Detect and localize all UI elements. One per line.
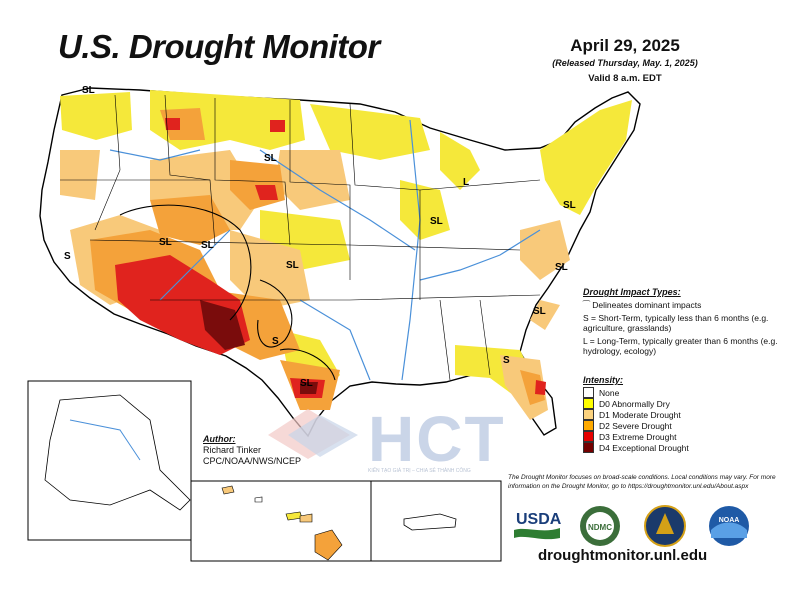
legend-swatch (583, 409, 594, 420)
alaska-inset (27, 380, 192, 541)
impact-heading: Drought Impact Types: (583, 287, 681, 297)
puerto-rico-inset (370, 480, 502, 562)
release-date: (Released Thursday, May. 1, 2025) (552, 58, 698, 68)
map-label: SL (533, 306, 546, 317)
svg-text:NOAA: NOAA (719, 517, 740, 524)
svg-text:NDMC: NDMC (588, 523, 612, 532)
ndmc-logo: NDMC (580, 506, 620, 546)
valid-time: Valid 8 a.m. EDT (588, 73, 662, 84)
impact-line-icon: ⁀ (583, 300, 590, 310)
hct-watermark-icon (268, 409, 358, 459)
author-name: Richard Tinker (203, 445, 262, 455)
impact-l-desc: L = Long-Term, typically greater than 6 … (583, 336, 778, 356)
map-label: S (272, 336, 279, 347)
author-heading: Author: (203, 434, 236, 444)
impact-s-desc: S = Short-Term, typically less than 6 mo… (583, 313, 769, 333)
map-label: L (463, 177, 469, 188)
legend-swatch (583, 387, 594, 398)
legend-label: None (599, 387, 620, 398)
impact-line-desc: Delineates dominant impacts (592, 300, 702, 310)
hct-watermark-tagline: KIẾN TẠO GIÁ TRỊ – CHIA SẺ THÀNH CÔNG (368, 468, 471, 474)
intensity-legend: Intensity: None D0 Abnormally Dry D1 Mod… (583, 375, 783, 453)
legend-item: D2 Severe Drought (583, 420, 783, 431)
map-label: S (64, 251, 71, 262)
impact-line-row: ⁀ Delineates dominant impacts (583, 300, 783, 310)
disclaimer-note: The Drought Monitor focuses on broad-sca… (508, 474, 776, 490)
legend-label: D0 Abnormally Dry (599, 398, 670, 409)
hawaii-inset (190, 480, 372, 562)
rivers (109, 119, 541, 381)
map-label: SL (264, 153, 277, 164)
legend-item: D0 Abnormally Dry (583, 398, 783, 409)
d4-areas (200, 300, 318, 394)
map-label: SL (286, 260, 299, 271)
noaa-logo: NOAA (709, 506, 749, 546)
legend-swatch (583, 420, 594, 431)
map-label: SL (159, 237, 172, 248)
legend-item: D1 Moderate Drought (583, 409, 783, 420)
author-org: CPC/NOAA/NWS/NCEP (203, 456, 302, 466)
website-url[interactable]: droughtmonitor.unl.edu (538, 547, 708, 564)
legend-item: D4 Exceptional Drought (583, 442, 783, 453)
usda-logo: USDA (514, 511, 562, 540)
impact-types: Drought Impact Types: ⁀ Delineates domin… (583, 287, 783, 356)
legend-heading: Intensity: (583, 375, 624, 385)
map-label: SL (201, 240, 214, 251)
legend-item: D3 Extreme Drought (583, 431, 783, 442)
doc-seal-logo (644, 505, 686, 547)
author-block: Author: Richard Tinker CPC/NOAA/NWS/NCEP (203, 434, 301, 467)
map-date: April 29, 2025 (570, 36, 680, 55)
legend-swatch (583, 431, 594, 442)
map-label: SL (563, 200, 576, 211)
legend-label: D1 Moderate Drought (599, 409, 681, 420)
map-label: SL (82, 85, 95, 96)
svg-text:USDA: USDA (516, 511, 562, 528)
legend-label: D4 Exceptional Drought (599, 442, 689, 453)
map-label: S (503, 355, 510, 366)
legend-item: None (583, 387, 783, 398)
impact-boundaries (119, 204, 336, 381)
hct-watermark-text: HCT (368, 403, 506, 475)
map-label: SL (430, 216, 443, 227)
legend-swatch (583, 442, 594, 453)
legend-label: D3 Extreme Drought (599, 431, 677, 442)
map-label: SL (300, 378, 313, 389)
legend-label: D2 Severe Drought (599, 420, 672, 431)
legend-swatch (583, 398, 594, 409)
map-label: SL (555, 262, 568, 273)
map-title: U.S. Drought Monitor (58, 28, 380, 65)
